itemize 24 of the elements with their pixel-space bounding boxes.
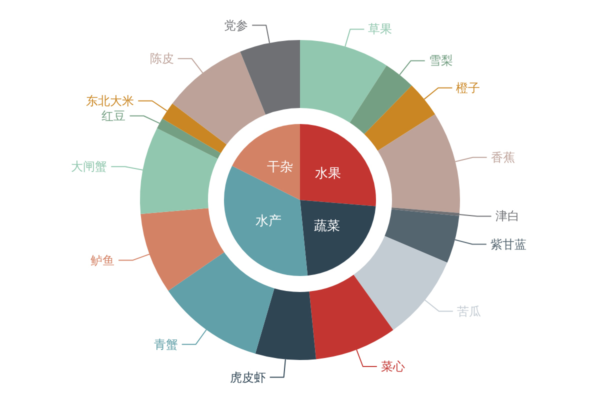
slice-label: 虎皮虾 (230, 370, 266, 384)
slice-label: 紫甘蓝 (490, 237, 526, 252)
slice-label: 陈皮 (150, 52, 174, 66)
slice-label: 东北大米 (86, 94, 134, 108)
slice-label: 大闸蟹 (71, 160, 108, 174)
slice-label: 干杂 (267, 160, 294, 176)
slice-label: 香蕉 (490, 150, 515, 164)
pie-slice (232, 124, 300, 200)
pie-slice (300, 200, 376, 276)
donut-slice (172, 52, 266, 145)
slice-label: 雪梨 (428, 54, 453, 68)
pie-slice (300, 124, 376, 206)
slice-label: 苦瓜 (456, 304, 481, 318)
slice-label: 红豆 (102, 108, 126, 123)
slice-label: 菜心 (380, 360, 405, 374)
slice-label: 蔬菜 (314, 219, 340, 234)
slice-label: 水产 (256, 214, 282, 230)
slice-label: 水果 (314, 166, 341, 182)
slice-label: 津白 (495, 209, 520, 224)
slice-label: 党参 (224, 18, 248, 32)
slice-label: 青蟹 (154, 337, 178, 352)
slice-label: 草果 (368, 22, 392, 36)
slice-label: 鲈鱼 (90, 253, 115, 268)
slice-label: 橙子 (456, 80, 480, 95)
